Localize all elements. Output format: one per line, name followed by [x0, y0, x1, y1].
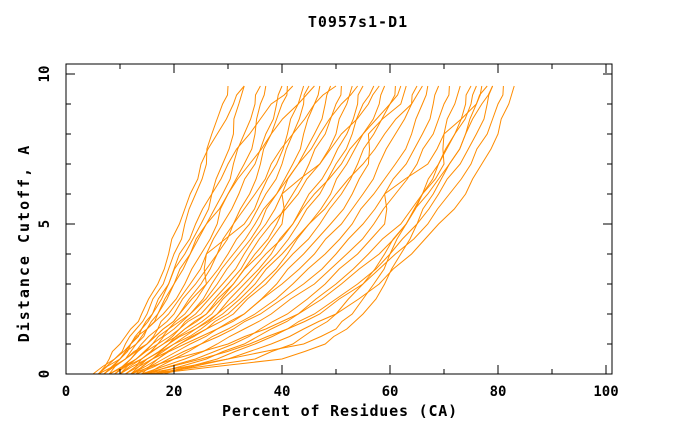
model-curve	[114, 85, 337, 375]
model-curve	[141, 85, 450, 375]
x-tick-label: 60	[382, 384, 399, 400]
model-curve	[103, 85, 294, 375]
y-tick-label: 5	[37, 220, 53, 228]
x-tick-label: 0	[62, 384, 70, 400]
model-curve	[136, 85, 440, 375]
x-tick-label: 80	[490, 384, 507, 400]
model-curve	[146, 85, 488, 375]
model-curve	[141, 85, 504, 375]
model-curve	[108, 85, 315, 375]
x-axis-label: Percent of Residues (CA)	[222, 402, 458, 420]
model-curve	[141, 85, 407, 375]
model-curve	[130, 85, 418, 375]
model-curve	[119, 85, 358, 375]
model-curve	[108, 85, 332, 375]
x-tick-label: 100	[593, 384, 618, 400]
model-curve	[152, 85, 494, 375]
model-curve	[163, 85, 515, 375]
model-curve	[125, 85, 380, 375]
model-curve	[125, 85, 396, 375]
x-tick-label: 20	[166, 384, 183, 400]
model-curve	[141, 85, 477, 375]
model-curve	[130, 85, 402, 375]
y-axis-label: Distance Cutoff, A	[15, 143, 33, 343]
y-tick-label: 0	[37, 370, 53, 378]
model-curve	[135, 85, 423, 375]
x-tick-label: 40	[274, 384, 291, 400]
chart-title: T0957s1-D1	[307, 13, 409, 31]
y-tick-label: 10	[37, 66, 53, 83]
model-curve	[98, 85, 245, 375]
model-curve	[98, 85, 229, 375]
